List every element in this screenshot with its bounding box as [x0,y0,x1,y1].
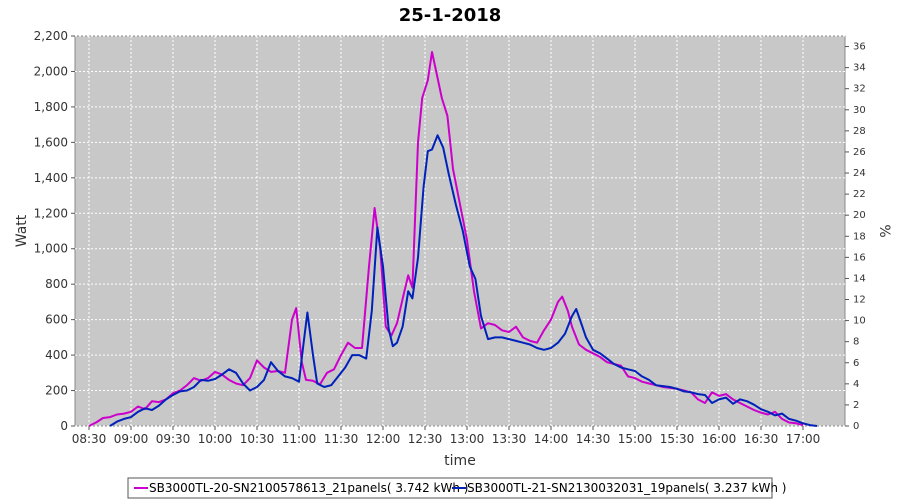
grid [75,35,845,427]
y-tick-label: 1,400 [34,171,68,185]
legend-label-1: SB3000TL-20-SN2100578613_21panels( 3.742… [149,481,468,495]
y2-axis-title: % [876,224,892,237]
y2-tick-label: 4 [853,379,859,390]
legend: SB3000TL-20-SN2100578613_21panels( 3.742… [127,477,786,499]
y2-tick-label: 6 [853,358,859,369]
y2-tick-label: 20 [853,210,866,221]
y2-tick-label: 26 [853,147,866,158]
chart-title: 25-1-2018 [399,5,502,26]
plot-area [74,35,846,427]
y-tick-label: 400 [45,348,68,362]
x-axis: 08:30 09:00 09:30 10:00 10:30 11:00 11:30 12:00… [72,426,821,446]
y2-tick-label: 12 [853,295,866,306]
x-tick-label: 16:00 [702,432,737,446]
x-tick-label: 15:30 [660,432,695,446]
x-tick-label: 12:00 [366,432,401,446]
y-axis-left: 0 200 400 600 800 1,000 1,200 1,400 1,600 1,800 2,… [34,29,75,433]
x-tick-label: 11:00 [282,432,317,446]
x-tick-label: 09:00 [114,432,149,446]
y2-tick-label: 0 [853,421,859,432]
y-tick-label: 2,000 [34,64,68,78]
x-tick-label: 14:00 [534,432,569,446]
x-tick-label: 10:00 [198,432,233,446]
y-tick-label: 1,600 [34,135,68,149]
x-tick-label: 08:30 [72,432,107,446]
y-tick-label: 0 [60,419,68,433]
x-tick-label: 16:30 [744,432,779,446]
y2-tick-label: 10 [853,316,866,327]
y-tick-label: 1,000 [34,242,68,256]
x-tick-label: 14:30 [576,432,611,446]
y2-tick-label: 18 [853,231,866,242]
x-tick-label: 13:00 [450,432,485,446]
y-axis-title: Watt [14,214,30,247]
y-tick-label: 200 [45,384,68,398]
y2-tick-label: 24 [853,168,866,179]
x-tick-label: 10:30 [240,432,275,446]
y2-tick-label: 14 [853,273,866,284]
y2-tick-label: 2 [853,400,859,411]
series-line-2 [109,134,818,427]
y2-tick-label: 34 [853,63,866,74]
legend-box [127,477,773,499]
y2-tick-label: 16 [853,252,866,263]
y2-tick-label: 22 [853,189,866,200]
y2-tick-label: 36 [853,42,866,53]
series-layer [88,51,818,427]
y2-tick-label: 28 [853,126,866,137]
y2-tick-label: 8 [853,337,859,348]
x-tick-label: 13:30 [492,432,527,446]
y-tick-label: 1,200 [34,206,68,220]
x-tick-label: 15:00 [618,432,653,446]
x-tick-label: 17:00 [786,432,821,446]
y2-tick-label: 32 [853,84,866,95]
x-tick-label: 09:30 [156,432,191,446]
legend-label-2: SB3000TL-21-SN2130032031_19panels( 3.237… [467,481,786,495]
y2-tick-label: 30 [853,105,866,116]
x-tick-label: 11:30 [324,432,359,446]
x-axis-title: time [444,453,476,469]
y-tick-label: 600 [45,313,68,327]
x-tick-label: 12:30 [408,432,443,446]
y-tick-label: 2,200 [34,29,68,43]
y-tick-label: 1,800 [34,100,68,114]
y-tick-label: 800 [45,277,68,291]
